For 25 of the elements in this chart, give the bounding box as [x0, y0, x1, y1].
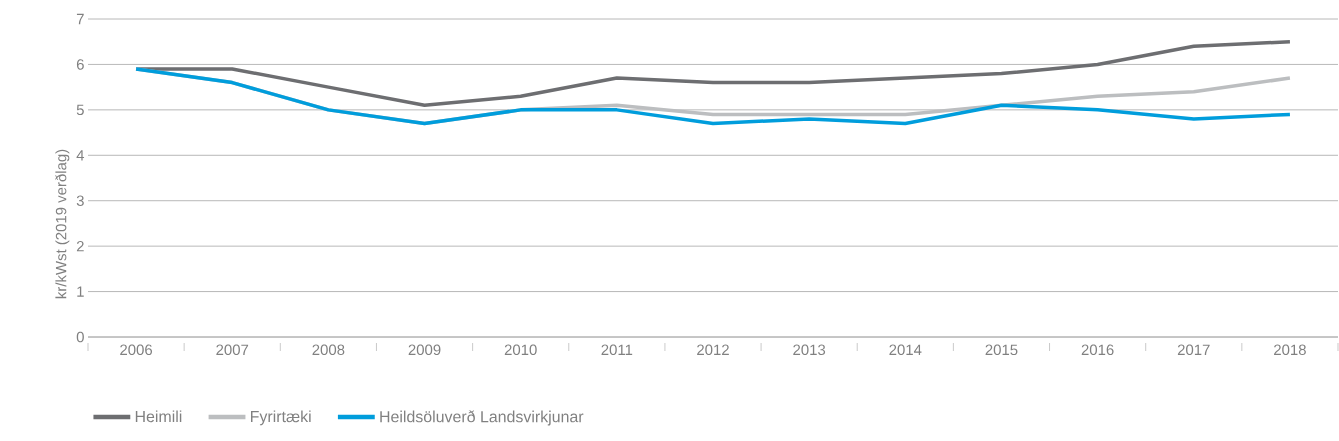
x-tick-label: 2008 [312, 344, 345, 356]
y-axis-title: kr/kWst (2019 verðlag) [55, 149, 70, 299]
y-tick-label: 6 [76, 59, 84, 70]
y-tick-label: 0 [76, 331, 84, 343]
y-tick-label: 1 [77, 286, 84, 297]
x-tick-label: 2016 [1081, 344, 1114, 356]
x-tick-label: 2010 [504, 344, 537, 356]
y-tick-label: 3 [76, 195, 84, 206]
y-tick-label: 2 [76, 240, 84, 252]
y-tick-label: 4 [76, 150, 85, 161]
x-tick-label: 2007 [216, 344, 249, 356]
y-tick-label: 5 [76, 104, 84, 116]
legend-label: Heimili [135, 410, 182, 423]
x-tick-label: 2011 [601, 344, 633, 356]
x-tick-label: 2009 [408, 344, 441, 356]
x-tick-label: 2014 [889, 344, 922, 356]
legend-label: Fyrirtæki [251, 410, 311, 426]
x-tick-label: 2018 [1274, 344, 1306, 356]
legend-label: Heildsöluverð Landsvirkjunar [380, 410, 584, 426]
x-tick-label: 2013 [793, 344, 826, 356]
x-tick-label: 2012 [697, 344, 729, 356]
x-tick-label: 2006 [120, 344, 153, 356]
y-tick-label: 7 [76, 13, 84, 25]
x-tick-label: 2015 [985, 344, 1018, 356]
x-tick-label: 2017 [1177, 344, 1210, 356]
